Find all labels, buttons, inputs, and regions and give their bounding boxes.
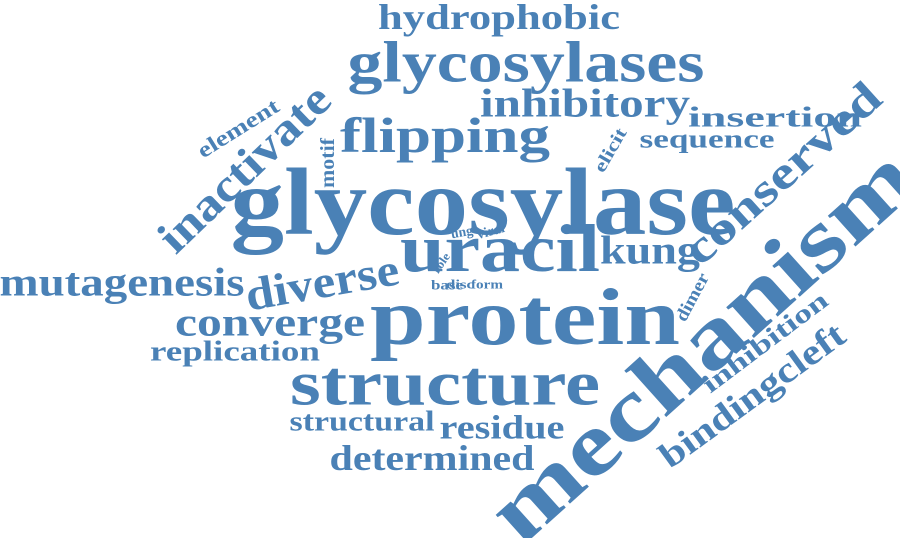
word: uracil: [400, 210, 600, 286]
word: insertion: [688, 103, 863, 134]
word: glycosylase: [231, 149, 736, 255]
word: kung: [600, 228, 700, 273]
word: structure: [290, 348, 600, 419]
word: replication: [150, 337, 321, 368]
word: base: [431, 279, 463, 294]
word: glycosylases: [348, 30, 705, 95]
word: protein: [370, 274, 680, 362]
word: mutagenesis: [0, 260, 245, 305]
word: inhibitory: [480, 81, 690, 126]
word: form: [471, 277, 503, 292]
word: residue: [440, 410, 565, 447]
word: sequence: [640, 125, 775, 154]
word: motif: [317, 138, 339, 188]
word: converge: [175, 300, 365, 345]
word: disc: [446, 277, 474, 292]
word: hydrophobic: [378, 0, 620, 37]
word: flipping: [340, 107, 550, 163]
word: viral: [476, 221, 507, 243]
word: structural: [290, 407, 435, 438]
word: ung: [450, 224, 474, 243]
word: determined: [330, 438, 535, 478]
